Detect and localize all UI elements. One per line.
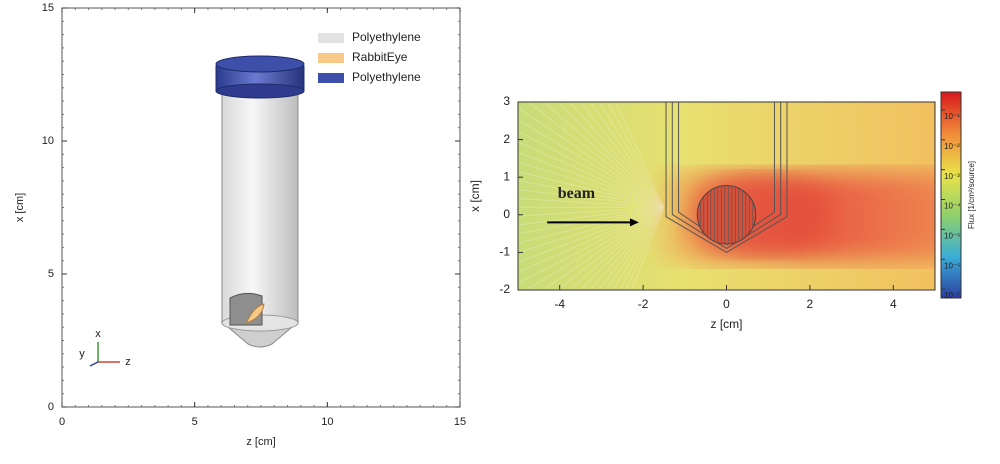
cap-bottom	[216, 84, 304, 98]
legend-swatch	[318, 33, 344, 43]
y-tick-label: 5	[48, 268, 54, 280]
x-axis-label: z [cm]	[711, 317, 743, 331]
y-axis-label: x [cm]	[14, 193, 26, 222]
colorbar-tick-label: 10⁻²	[944, 142, 960, 151]
y-tick-label: 3	[503, 94, 510, 108]
x-tick-label: -2	[638, 297, 649, 311]
y-tick-label: 2	[503, 132, 510, 146]
x-tick-label: 5	[192, 416, 198, 428]
x-tick-label: -4	[554, 297, 565, 311]
colorbar-tick-label: 10⁻³	[944, 172, 960, 181]
beam-label: beam	[558, 185, 596, 202]
x-axis-label: z [cm]	[246, 436, 275, 448]
cap-top	[216, 56, 304, 72]
legend-swatch	[318, 53, 344, 63]
figure: 051015051015z [cm]x [cm]PolyethyleneRabb…	[0, 0, 1000, 459]
colorbar-label: Flux [1/cm²/source]	[967, 161, 976, 229]
x-tick-label: 15	[454, 416, 466, 428]
y-tick-label: -2	[499, 282, 510, 296]
y-tick-label: 10	[42, 135, 54, 147]
colorbar-tick-label: 10⁻⁵	[944, 231, 960, 240]
vial-body	[222, 80, 298, 324]
x-tick-label: 2	[807, 297, 814, 311]
x-tick-label: 4	[890, 297, 897, 311]
colorbar-tick-label: 10⁻⁷	[944, 291, 960, 300]
legend-swatch	[318, 73, 344, 83]
y-tick-label: 0	[503, 207, 510, 221]
y-tick-label: 15	[42, 2, 54, 14]
colorbar-tick-label: 10⁻¹	[944, 112, 960, 121]
legend-label: RabbitEye	[352, 50, 408, 64]
sample	[697, 186, 755, 244]
x-tick-label: 10	[321, 416, 333, 428]
y-tick-label: -1	[499, 245, 510, 259]
x-tick-label: 0	[723, 297, 730, 311]
y-tick-label: 1	[503, 169, 510, 183]
colorbar-tick-label: 10⁻⁴	[944, 202, 961, 211]
x-tick-label: 0	[59, 416, 65, 428]
legend-label: Polyethylene	[352, 70, 421, 84]
legend-label: Polyethylene	[352, 30, 421, 44]
y-axis-label: x [cm]	[468, 180, 482, 212]
triad-label: y	[79, 348, 85, 360]
triad-label: z	[125, 356, 131, 368]
y-tick-label: 0	[48, 401, 54, 413]
triad-label: x	[95, 328, 101, 340]
colorbar-tick-label: 10⁻⁶	[944, 261, 960, 270]
